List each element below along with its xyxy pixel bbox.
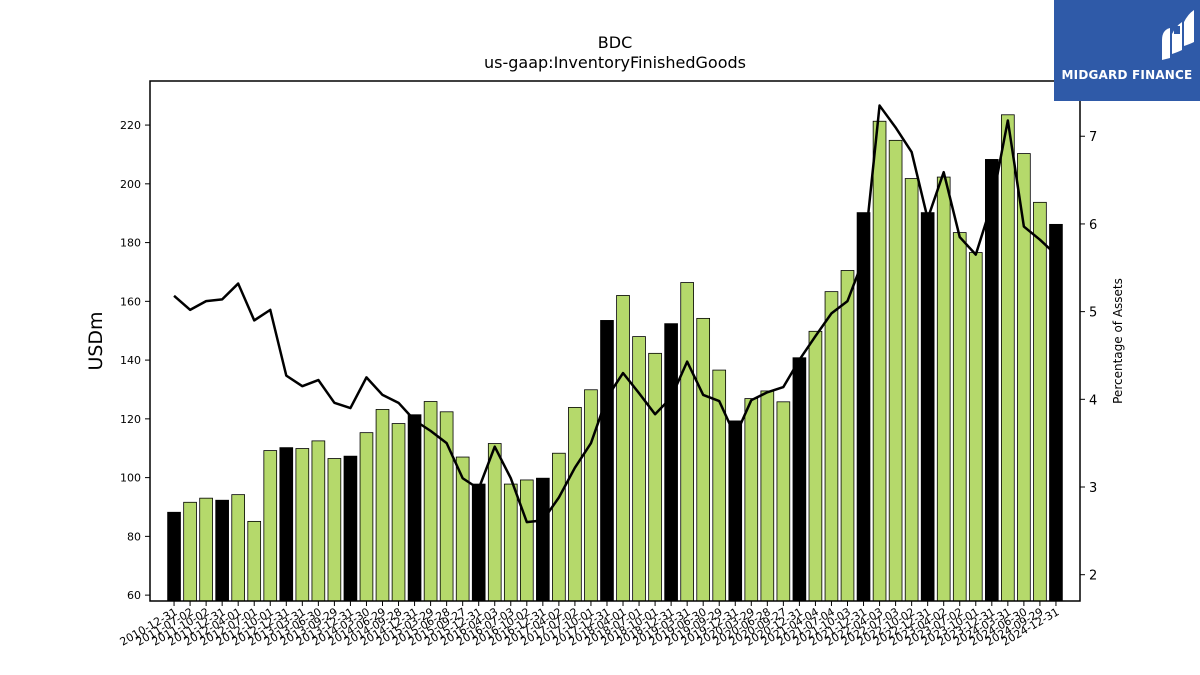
y-tick-label: 80: [127, 530, 141, 543]
y2-tick-label: 5: [1089, 306, 1097, 321]
y-axis-label: USDm: [85, 311, 107, 370]
y2-tick-label: 7: [1089, 130, 1097, 145]
bars-group: [167, 114, 1063, 602]
y-tick-label: 100: [120, 472, 141, 485]
bar: [407, 414, 422, 602]
bar: [279, 447, 294, 602]
bar: [1033, 201, 1047, 602]
pct-line: [173, 104, 1057, 524]
y-tick-label: 180: [120, 237, 141, 250]
bar: [920, 212, 935, 602]
bar: [519, 479, 534, 602]
bar: [760, 390, 775, 602]
bar: [1049, 223, 1063, 602]
bar: [503, 483, 518, 602]
bar: [199, 497, 213, 602]
bar: [728, 420, 743, 602]
y-axis: 60 80 100 120 140 160 180 200 220: [120, 119, 150, 602]
y2-tick-label: 6: [1089, 218, 1097, 233]
bar: [904, 178, 919, 602]
plot-frame: [149, 80, 1081, 602]
x-axis: 2010-12-312011-07-022011-10-022011-12-31…: [118, 601, 1061, 649]
bar: [872, 120, 887, 602]
midgard-finance-logo: MIDGARD FINANCE: [1054, 0, 1200, 101]
bar: [215, 499, 229, 602]
chart-title: BDC: [598, 33, 632, 52]
chart-subtitle: us-gaap:InventoryFinishedGoods: [484, 53, 746, 72]
y-tick-label: 160: [120, 295, 141, 308]
y2-tick-label: 4: [1089, 393, 1097, 408]
bar: [167, 511, 181, 602]
bar: [792, 357, 807, 602]
bar: [632, 336, 646, 602]
bar: [680, 282, 694, 602]
bar: [552, 452, 566, 602]
bar: [359, 432, 374, 602]
bar: [952, 232, 967, 602]
bar: [840, 270, 855, 602]
bar: [375, 409, 390, 602]
y2-axis: 2 3 4 5 6 7: [1080, 130, 1097, 584]
bar: [648, 352, 662, 602]
pct-line-group: [173, 104, 1057, 524]
bar: [664, 323, 678, 602]
bar: [744, 398, 759, 602]
bar: [327, 458, 342, 602]
y-tick-label: 140: [120, 354, 141, 367]
bar: [936, 176, 951, 602]
bar: [776, 401, 791, 602]
bar: [391, 423, 406, 602]
y2-axis-label: Percentage of Assets: [1111, 278, 1125, 404]
bar: [183, 501, 197, 602]
bar: [888, 139, 903, 602]
y2-tick-label: 2: [1089, 569, 1097, 584]
y-tick-label: 60: [127, 589, 141, 602]
bar: [600, 320, 614, 602]
bar: [1001, 114, 1015, 602]
bar: [696, 317, 711, 602]
bar: [471, 483, 486, 602]
bar: [311, 440, 326, 602]
y-tick-label: 200: [120, 178, 141, 191]
bar: [616, 295, 630, 602]
bar: [231, 494, 246, 602]
logo-text: MIDGARD FINANCE: [1061, 68, 1193, 82]
bar: [584, 389, 598, 602]
bar: [536, 477, 550, 602]
bar: [247, 520, 262, 602]
y-tick-label: 220: [120, 119, 141, 132]
bar: [968, 252, 983, 602]
bar: [824, 291, 839, 602]
bar: [568, 406, 582, 602]
y2-tick-label: 3: [1089, 481, 1097, 496]
y-tick-label: 120: [120, 413, 141, 426]
bar: [808, 330, 823, 602]
bar: [984, 159, 999, 602]
bar: [712, 369, 727, 602]
logo-mark-icon: [1162, 10, 1194, 60]
bar: [487, 443, 502, 602]
bar: [295, 448, 310, 602]
bar: [263, 450, 278, 602]
bar: [343, 455, 358, 602]
